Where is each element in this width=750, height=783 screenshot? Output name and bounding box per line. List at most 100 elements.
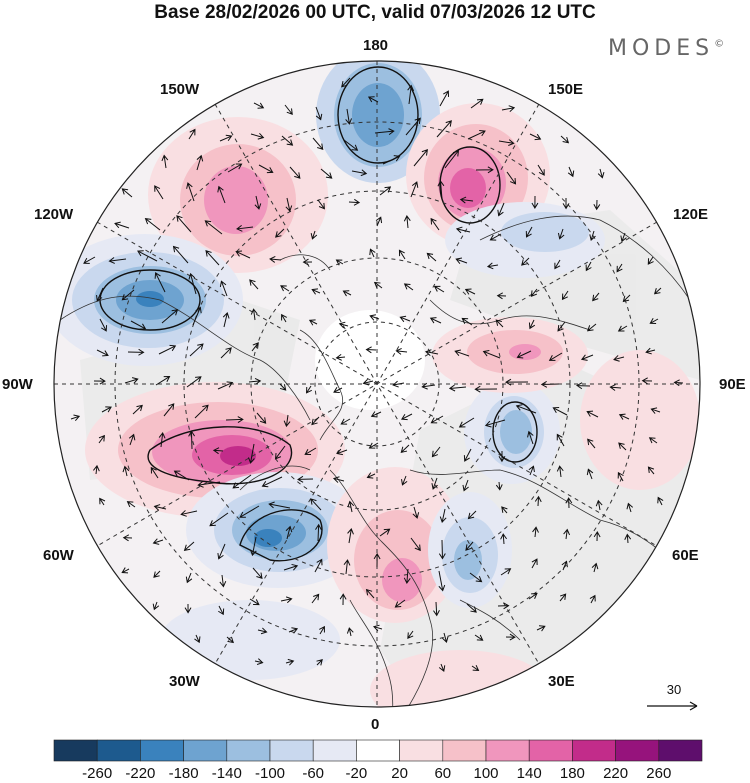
wind-arrow [217,543,226,560]
wind-arrow [96,349,109,357]
lon-label-120e: 120E [673,206,709,223]
wind-arrow [455,257,468,264]
wind-arrow [269,256,282,263]
wind-arrow [595,499,603,511]
lon-label-30w: 30W [169,673,200,690]
wind-arrow [251,342,259,352]
wind-arrow [212,447,224,455]
wind-arrow [283,414,291,428]
wind-arrow [209,512,229,527]
wind-arrow [137,250,158,262]
wind-arrow [314,558,323,573]
wind-arrow [413,149,428,167]
wind-arrow [343,139,359,151]
wind-arrow [433,285,445,293]
wind-arrow [150,466,159,479]
legend-tick-label: -60 [302,765,324,782]
wind-arrow [280,596,293,604]
wind-arrow [310,498,322,511]
wind-arrow [437,180,445,200]
wind-arrow [158,344,177,355]
wind-arrow [180,510,198,517]
wind-arrow [486,262,499,270]
anomaly-positive-5e [327,467,463,623]
wind-arrow [398,249,406,260]
wind-arrow [618,413,630,420]
wind-arrow [161,154,169,169]
wind-arrow [128,433,136,446]
wind-arrow [580,354,594,361]
legend-swatch [96,739,141,762]
wind-arrow [250,308,258,321]
wind-arrow [227,163,243,173]
wind-arrow [217,381,234,390]
wind-arrow [194,404,209,419]
wind-arrow [471,664,480,671]
wind-arrow [239,505,260,518]
wind-arrow [347,500,355,513]
wind-arrow [98,434,105,444]
legend-swatch [356,739,400,762]
wind-arrow [153,570,161,578]
brand-mark: © [714,38,725,50]
wind-arrow [375,216,383,227]
wind-arrow [96,287,104,302]
wind-arrow [528,319,536,330]
wind-arrow [285,658,295,666]
wind-arrow [649,318,659,324]
wind-arrow [515,404,537,414]
wind-arrow [268,501,291,509]
anomaly-positive-110e [432,317,588,393]
wind-arrow [647,466,655,475]
wind-arrow [333,386,343,394]
wind-arrow [311,416,320,426]
wind-arrow [464,288,476,295]
wind-arrow [194,634,201,644]
wind-arrow [439,90,450,107]
wind-arrow [236,224,254,232]
wind-arrow [529,133,542,141]
wind-arrow [461,317,473,326]
wind-arrow [469,572,483,583]
wind-arrow [622,294,631,303]
lon-label-90w: 90W [2,376,33,393]
wind-arrow [403,215,411,229]
anomaly-positive-150w [148,117,328,273]
wind-arrow [379,186,392,196]
wind-arrow [250,132,265,140]
wind-arrow [620,232,627,243]
wind-arrow [302,258,313,266]
wind-arrow [217,185,226,204]
wind-arrow [561,560,568,571]
wind-arrow [343,559,351,575]
wind-arrow [657,496,664,506]
wind-arrow [495,481,503,491]
wind-arrow [121,188,133,198]
wind-arrow [532,526,539,538]
wind-arrow [235,250,251,259]
wind-arrow [438,570,446,592]
wind-arrow [319,625,325,635]
wind-arrow [403,283,414,291]
wind-arrow [347,527,354,544]
anomaly-negative-0 [160,600,340,680]
wind-arrow [130,320,147,330]
wind-arrow [458,417,475,428]
wind-arrow [500,533,508,545]
wind-arrow [475,166,494,174]
legend-tick-label: 260 [646,765,671,782]
wind-arrow [410,181,419,198]
wind-arrow [306,385,312,394]
wind-arrow [586,410,599,418]
wind-arrow [222,311,230,328]
wind-arrow [537,164,545,176]
wind-arrow [624,533,632,544]
wind-arrow [441,632,449,643]
legend-swatch [312,739,357,762]
wind-arrow [311,593,320,604]
wind-arrow [534,495,542,507]
wind-arrow [373,552,381,568]
wind-arrow [261,476,283,488]
wind-arrow [454,349,470,357]
wind-arrow [626,502,634,513]
